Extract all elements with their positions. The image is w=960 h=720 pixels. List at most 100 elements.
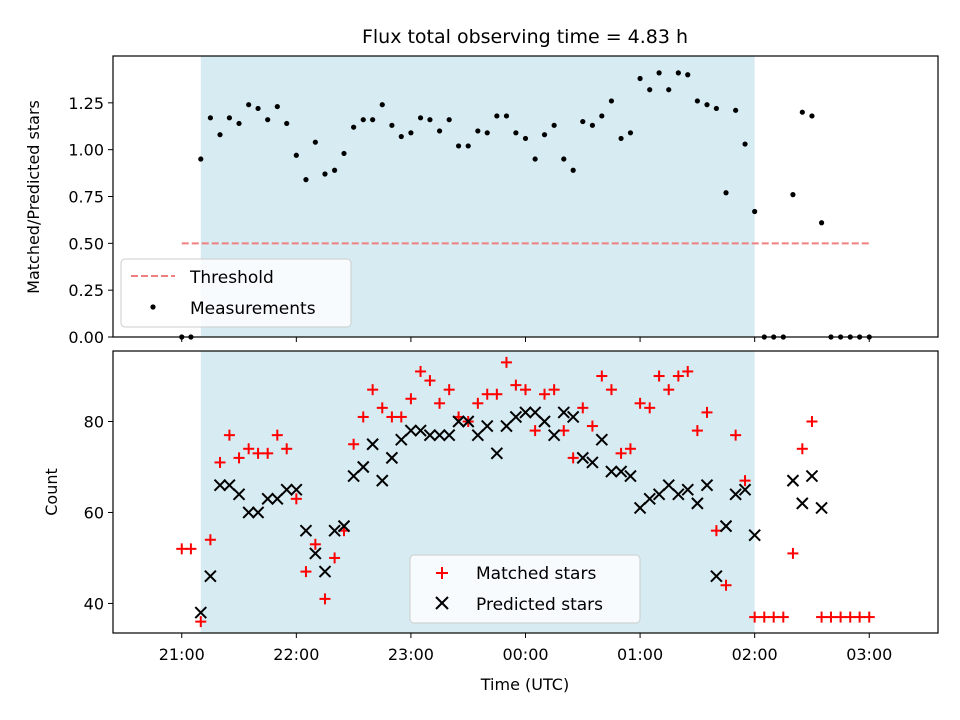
matched-star-point xyxy=(214,456,226,468)
measurement-point xyxy=(207,115,213,121)
x-tick-label: 22:00 xyxy=(273,645,319,664)
matched-star-point xyxy=(329,552,341,564)
x-tick-label: 21:00 xyxy=(159,645,205,664)
measurement-point xyxy=(618,135,624,142)
y-tick-label: 0.50 xyxy=(68,234,104,253)
matched-star-point xyxy=(672,370,684,382)
measurement-point xyxy=(580,118,586,125)
matched-star-point xyxy=(405,393,417,405)
measurement-point xyxy=(360,117,366,123)
bottom-legend-box xyxy=(409,554,641,624)
predicted-star-point xyxy=(633,501,647,515)
bottom-panel: 40 60 80 21:00 22:00 23:00 00:00 01:00 02:00 03:… xyxy=(42,350,939,694)
predicted-star-point xyxy=(309,547,322,560)
matched-star-point xyxy=(768,611,780,623)
measurement-point xyxy=(666,87,672,93)
measurement-point xyxy=(513,130,519,136)
matched-star-point xyxy=(577,402,589,414)
matched-star-point xyxy=(300,566,312,578)
predicted-star-point xyxy=(376,474,389,487)
measurement-point xyxy=(694,98,700,104)
measurement-point xyxy=(217,132,223,138)
bottom-x-axis-label: Time (UTC) xyxy=(480,675,569,694)
x-tick-label: 01:00 xyxy=(617,645,663,664)
matched-star-point xyxy=(472,397,484,409)
predicted-star-point xyxy=(509,410,523,424)
measurement-point xyxy=(332,167,338,173)
matched-star-point xyxy=(596,370,608,382)
predicted-star-point xyxy=(815,501,828,515)
matched-star-point xyxy=(777,611,789,623)
measurement-point xyxy=(312,139,318,145)
y-tick-label: 0.25 xyxy=(68,281,104,300)
matched-star-point xyxy=(863,611,875,623)
measurement-point xyxy=(436,128,443,134)
predicted-star-point xyxy=(738,483,752,496)
top-chart-title: Flux total observing time = 4.83 h xyxy=(362,26,688,48)
predicted-star-point xyxy=(462,415,475,428)
measurement-point xyxy=(398,133,404,140)
matched-star-point xyxy=(739,475,751,487)
matched-star-point xyxy=(443,384,455,396)
measurement-point xyxy=(790,192,796,198)
matched-star-point xyxy=(290,493,302,505)
predicted-star-point xyxy=(519,406,532,419)
matched-star-point xyxy=(243,443,255,455)
measurement-point xyxy=(446,117,452,123)
predicted-star-point xyxy=(423,428,437,442)
matched-star-point xyxy=(586,420,598,432)
predicted-star-point xyxy=(652,488,666,501)
matched-star-point xyxy=(233,452,245,464)
measurement-point xyxy=(389,122,395,128)
measurement-point xyxy=(226,115,233,121)
matched-star-point xyxy=(816,611,828,623)
predicted-star-point xyxy=(194,606,207,619)
predicted-star-point xyxy=(805,469,819,483)
matched-star-point xyxy=(539,388,551,400)
matched-star-point xyxy=(825,611,837,623)
predicted-star-point xyxy=(672,488,685,501)
predicted-star-point xyxy=(213,478,227,492)
measurement-point xyxy=(293,152,299,158)
measurement-point xyxy=(341,150,347,157)
matched-star-point xyxy=(854,611,866,623)
matched-star-point xyxy=(357,411,369,423)
predicted-star-point xyxy=(261,492,274,506)
top-legend-box xyxy=(120,258,352,328)
legend-matched-swatch xyxy=(436,567,448,579)
predicted-star-point xyxy=(251,506,265,519)
top-panel: Flux total observing time = 4.83 h 0.000… xyxy=(24,26,939,347)
predicted-star-point xyxy=(481,419,494,433)
measurement-point xyxy=(752,208,758,215)
measurement-point xyxy=(379,102,385,108)
measurement-point xyxy=(465,143,471,149)
measurement-point xyxy=(455,143,462,149)
predicted-star-point xyxy=(242,506,255,519)
legend-matched-label: Matched stars xyxy=(476,564,596,584)
predicted-star-point xyxy=(700,478,714,492)
matched-star-point xyxy=(319,593,331,605)
matched-star-point xyxy=(567,452,579,464)
matched-star-point xyxy=(548,384,560,396)
y-tick-label: 60 xyxy=(84,503,104,522)
measurement-point xyxy=(799,109,805,115)
predicted-star-point xyxy=(290,483,303,496)
measurement-point xyxy=(417,115,424,121)
bottom-y-ticks: 40 60 80 xyxy=(84,413,113,613)
predicted-star-point xyxy=(500,419,513,433)
predicted-star-point xyxy=(576,451,589,465)
matched-star-point xyxy=(424,375,436,387)
predicted-star-point xyxy=(528,406,542,419)
predicted-star-point xyxy=(328,524,341,537)
predicted-star-point xyxy=(232,488,246,501)
predicted-star-point xyxy=(681,483,694,496)
predicted-star-point xyxy=(643,492,656,506)
legend-measurements-swatch xyxy=(150,304,156,310)
matched-star-point xyxy=(844,611,856,623)
matched-star-point xyxy=(644,402,656,414)
legend-measurements-label: Measurements xyxy=(190,299,316,319)
measurement-point xyxy=(494,113,500,119)
predicted-star-point xyxy=(624,469,637,483)
measurement-point xyxy=(532,156,538,162)
legend-threshold-label: Threshold xyxy=(189,268,274,288)
